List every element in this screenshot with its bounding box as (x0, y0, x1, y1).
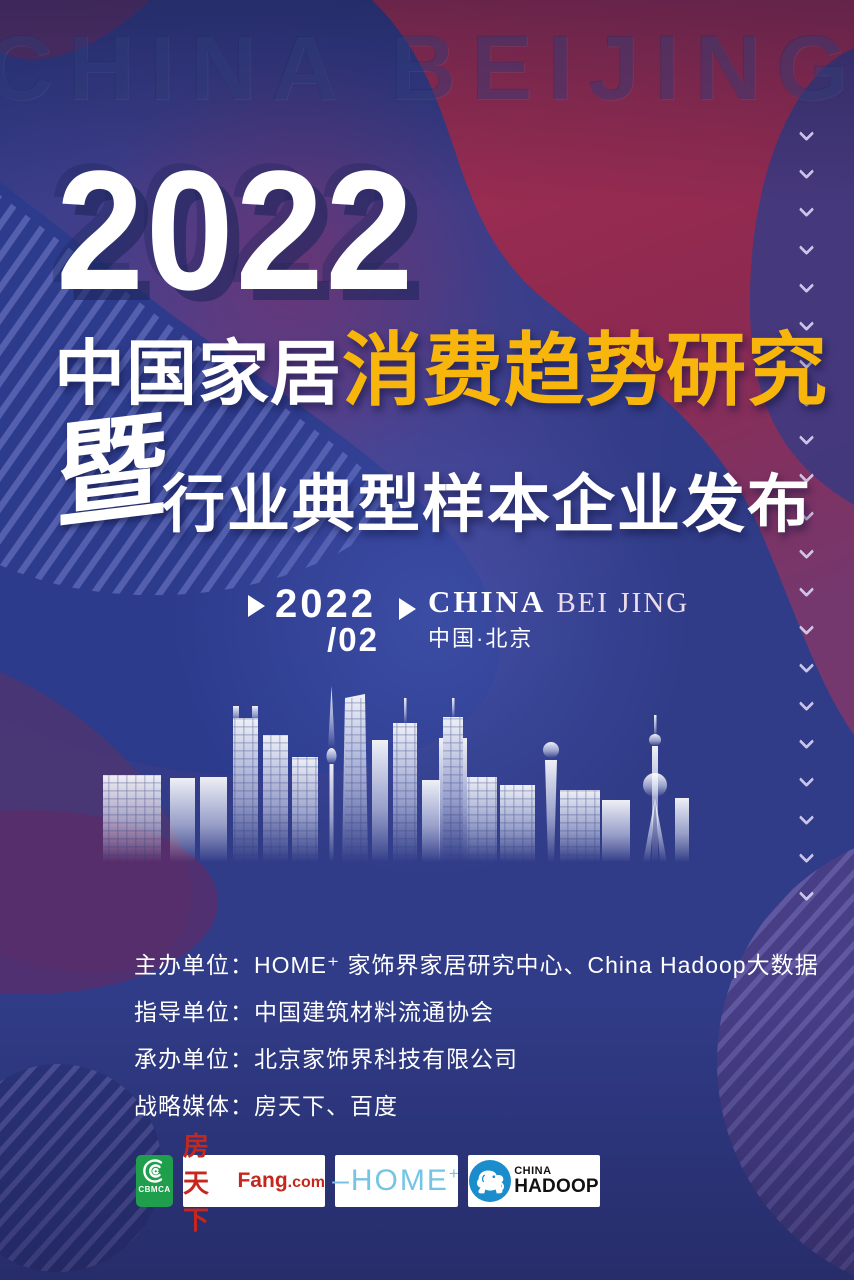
chevron-down-icon (798, 429, 815, 446)
organizer-row: 主办单位： HOME⁺ 家饰界家居研究中心、China Hadoop大数据 (134, 950, 819, 980)
play-triangle-icon (399, 598, 416, 620)
cbmca-caption: CBMCA (138, 1185, 171, 1194)
organizer-label: 指导单位： (134, 999, 254, 1025)
date-city-row: 2022 /02 CHINA BEI JING 中国·北京 (248, 582, 689, 658)
city-chinese: 中国·北京 (428, 626, 534, 651)
chevron-down-icon (798, 771, 815, 788)
hadoop-elephant-icon (469, 1160, 512, 1202)
home-plus-text: –HOME+ (332, 1164, 461, 1197)
organizer-label: 承办单位： (134, 1046, 254, 1072)
china-hadoop-logo: CHINA HADOOP (468, 1155, 600, 1207)
title-yellow-part: 消费趋势研究 (342, 326, 829, 415)
chevron-down-icon (798, 277, 815, 294)
chevron-down-icon (798, 733, 815, 750)
city-block: CHINA BEI JING 中国·北京 (428, 586, 689, 653)
organizer-value: HOME⁺ 家饰界家居研究中心、China Hadoop大数据 (254, 952, 819, 978)
city-en-beijing: BEI JING (556, 587, 690, 619)
organizer-value: 北京家饰界科技有限公司 (254, 1046, 518, 1072)
date-month: /02 (327, 620, 379, 658)
fang-cn-text: 房天下 (183, 1130, 211, 1235)
title-white-part: 中国家居 (54, 335, 343, 414)
hadoop-wordmark: CHINA HADOOP (514, 1165, 599, 1197)
chevron-down-icon (798, 885, 815, 902)
chevron-down-icon (798, 239, 815, 256)
cbmca-spiral-icon (142, 1159, 162, 1183)
chevron-down-icon (798, 163, 815, 180)
organizer-label: 战略媒体： (134, 1093, 254, 1119)
chevron-down-icon (798, 543, 815, 560)
chevron-down-icon (798, 201, 815, 218)
cbmca-logo: CBMCA (136, 1155, 173, 1207)
fang-logo: 房天下 Fang.com (183, 1131, 325, 1235)
chevron-down-icon (798, 847, 815, 864)
ji-calligraphy-char: 暨 (56, 401, 168, 542)
chevron-down-icon (798, 657, 815, 674)
fang-en-text: Fang.com (237, 1169, 325, 1192)
chevron-down-icon (798, 581, 815, 598)
hadoop-line1: CHINA (514, 1165, 552, 1177)
city-english: CHINA BEI JING (428, 586, 689, 618)
main-title: 中国家居消费趋势研究 (54, 306, 828, 422)
chevron-down-icon (798, 125, 815, 142)
partner-logos-row: CBMCA 房天下 Fang.com –HOME+ CHINA HADOOP (136, 1131, 600, 1235)
chevron-down-icon (798, 695, 815, 712)
year-headline: 2022 (56, 136, 416, 326)
city-en-china: CHINA (428, 584, 547, 619)
organizer-row: 指导单位： 中国建筑材料流通协会 (134, 997, 819, 1027)
city-skyline (103, 686, 689, 862)
subtitle: 行业典型样本企业发布 (162, 470, 812, 540)
chevron-down-icon (798, 809, 815, 826)
date-year: 2022 (275, 582, 376, 626)
organizer-label: 主办单位： (134, 952, 254, 978)
organizer-row: 承办单位： 北京家饰界科技有限公司 (134, 1044, 819, 1074)
watermark-text: CHINA BEIJING (0, 17, 854, 119)
organizers-list: 主办单位： HOME⁺ 家饰界家居研究中心、China Hadoop大数据 指导… (134, 950, 819, 1138)
date-block: 2022 /02 (275, 582, 387, 658)
organizer-value: 中国建筑材料流通协会 (254, 999, 494, 1025)
hadoop-line2: HADOOP (514, 1176, 599, 1197)
chevron-down-icon (798, 619, 815, 636)
organizer-row: 战略媒体： 房天下、百度 (134, 1091, 819, 1121)
organizer-value: 房天下、百度 (254, 1093, 398, 1119)
home-plus-logo: –HOME+ (332, 1155, 461, 1207)
play-triangle-icon (248, 595, 265, 617)
